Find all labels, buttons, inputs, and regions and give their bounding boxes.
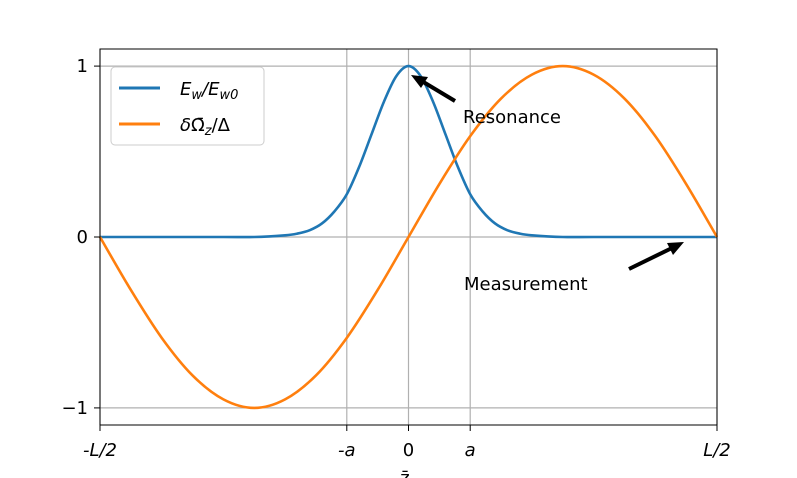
x-tick-label-3: a [465,440,476,461]
y-tick-label-2: 1 [77,56,88,77]
series-line-1 [100,64,717,239]
x-tick-label-4: L/2 [703,440,731,461]
x-axis-label: z̄ [400,468,409,478]
x-tick-label-2: 0 [403,440,414,461]
series-lines [98,64,719,410]
x-tick-label-1: -a [338,440,356,461]
resonance-arrowhead [411,75,428,88]
legend: Ew/Ew0 δΩ̄z/Δ [110,66,265,146]
y-tick-label-0: −1 [61,398,88,419]
resonance-arrow [418,78,457,103]
y-tick-label-1: 0 [77,227,88,248]
measurement-arrowhead [667,242,684,255]
legend-label-series-1: Ew/Ew0 [180,79,238,103]
legend-label-series-2: δΩ̄z/Δ [180,115,231,139]
measurement-label: Measurement [464,274,588,295]
ticks: -L/2 -a 0 a L/2 −1 0 1 [61,56,730,461]
measurement-arrow [628,245,675,271]
annotations: Resonance Measurement [411,75,684,295]
x-tick-label-0: -L/2 [83,440,117,461]
resonance-label: Resonance [463,107,561,128]
series-line-2 [98,64,719,410]
